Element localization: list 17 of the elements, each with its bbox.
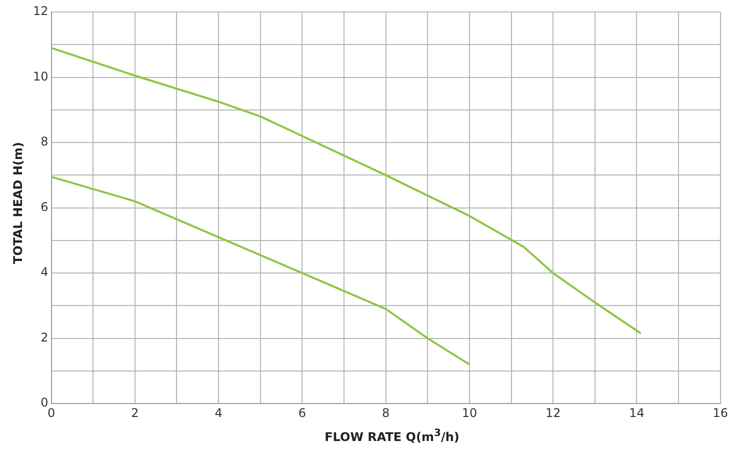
- x-tick-label: 14: [629, 406, 644, 420]
- y-axis-title: TOTAL HEAD H(m): [11, 141, 25, 266]
- y-tick-label: 12: [32, 4, 48, 18]
- y-tick-label: 2: [40, 330, 48, 344]
- x-tick-label: 8: [382, 406, 390, 420]
- x-tick-label: 2: [131, 406, 139, 420]
- y-tick-label: 10: [32, 69, 48, 84]
- x-axis-title: FLOW RATE Q(m$^{3}$/h): [324, 428, 460, 444]
- x-tick-label: 6: [298, 406, 306, 420]
- y-tick-label: 0: [40, 396, 48, 410]
- y-tick-label: 4: [40, 265, 48, 280]
- x-tick-label: 4: [214, 406, 222, 420]
- y-tick-label: 6: [40, 200, 48, 214]
- y-tick-label: 8: [40, 134, 48, 149]
- x-tick-label: 16: [712, 406, 728, 420]
- x-tick-label: 10: [462, 406, 478, 420]
- x-tick-label: 12: [545, 406, 561, 420]
